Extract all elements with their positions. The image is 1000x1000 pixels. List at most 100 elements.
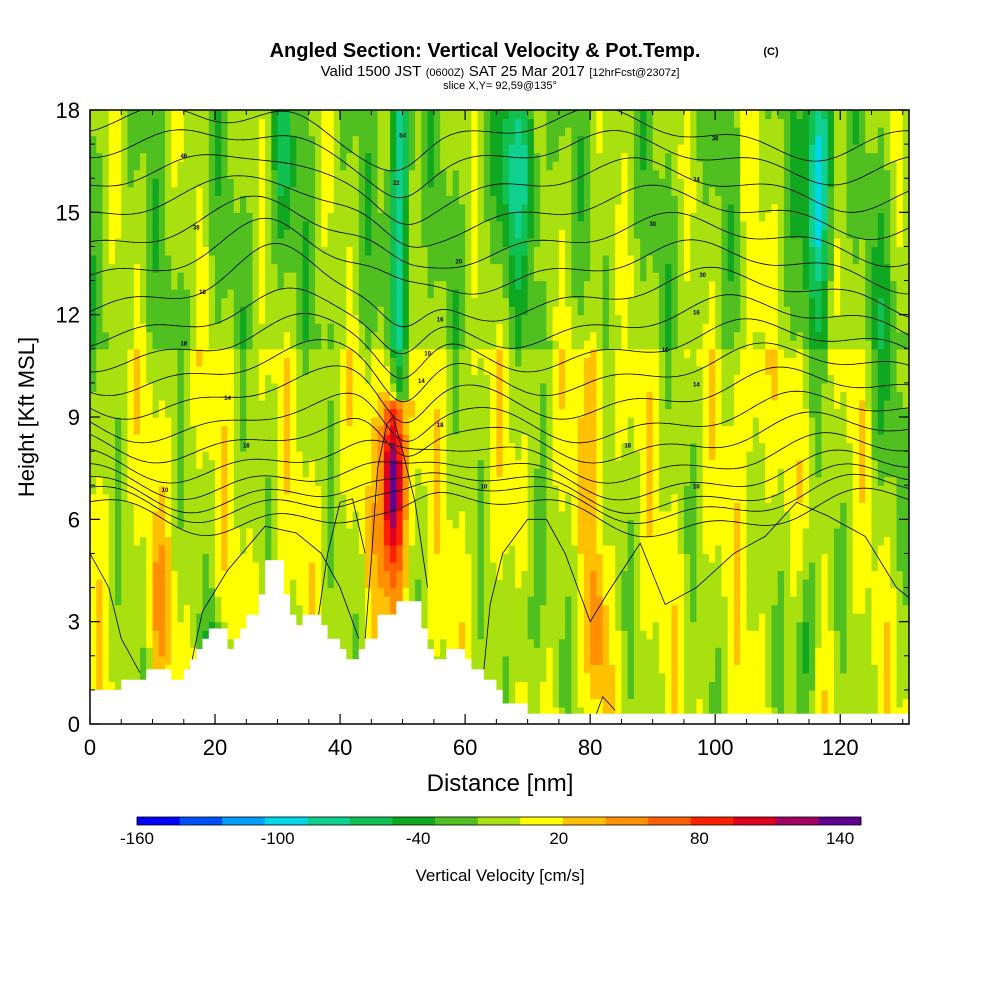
- field-cell: [265, 135, 272, 145]
- field-cell: [427, 212, 435, 222]
- field-cell: [265, 297, 272, 307]
- field-cell: [240, 519, 247, 529]
- field-cell: [252, 510, 260, 520]
- field-cell: [165, 621, 172, 631]
- field-cell: [346, 374, 354, 384]
- field-cell: [483, 664, 491, 674]
- field-cell: [96, 638, 104, 648]
- field-cell: [333, 289, 341, 299]
- field-cell: [421, 459, 429, 469]
- field-cell: [290, 374, 297, 384]
- field-cell: [371, 178, 379, 188]
- field-cell: [471, 399, 479, 410]
- field-cell: [227, 186, 235, 196]
- field-cell: [177, 374, 185, 384]
- field-cell: [502, 340, 510, 350]
- field-cell: [471, 630, 479, 640]
- field-cell: [233, 323, 241, 333]
- field-cell: [415, 459, 422, 469]
- field-cell: [258, 280, 266, 290]
- field-cell: [96, 417, 104, 427]
- field-cell: [396, 536, 404, 546]
- field-cell: [96, 357, 104, 367]
- field-cell: [190, 280, 197, 290]
- field-cell: [421, 186, 429, 196]
- field-cell: [277, 280, 285, 290]
- field-cell: [365, 579, 372, 589]
- field-cell: [327, 553, 335, 563]
- field-cell: [415, 272, 422, 282]
- field-cell: [396, 502, 404, 512]
- field-cell: [390, 417, 397, 427]
- field-cell: [215, 272, 222, 282]
- field-cell: [496, 382, 504, 393]
- field-cell: [502, 127, 510, 137]
- field-cell: [271, 434, 279, 444]
- field-cell: [96, 485, 104, 495]
- field-cell: [208, 434, 216, 444]
- field-cell: [465, 442, 472, 452]
- field-cell: [402, 476, 410, 486]
- field-cell: [490, 425, 497, 435]
- field-cell: [171, 391, 179, 401]
- field-cell: [121, 468, 129, 478]
- field-cell: [483, 382, 491, 393]
- field-cell: [202, 374, 210, 384]
- field-cell: [290, 348, 297, 358]
- field-cell: [90, 613, 97, 623]
- field-cell: [90, 485, 97, 495]
- field-cell: [421, 451, 429, 461]
- field-cell: [190, 468, 197, 478]
- field-cell: [202, 289, 210, 299]
- field-cell: [433, 382, 441, 393]
- field-cell: [440, 340, 447, 350]
- field-cell: [246, 212, 254, 222]
- field-cell: [152, 212, 160, 222]
- field-cell: [508, 203, 516, 213]
- field-cell: [165, 220, 172, 230]
- field-cell: [371, 468, 379, 478]
- field-cell: [452, 451, 460, 461]
- field-cell: [196, 570, 204, 580]
- field-cell: [190, 579, 197, 589]
- field-cell: [246, 485, 254, 495]
- field-cell: [433, 493, 441, 503]
- field-cell: [465, 365, 472, 375]
- field-cell: [127, 195, 135, 205]
- field-cell: [477, 630, 485, 640]
- field-cell: [515, 638, 522, 648]
- field-cell: [402, 127, 410, 137]
- field-cell: [152, 135, 160, 145]
- field-cell: [196, 203, 204, 213]
- field-cell: [190, 382, 197, 393]
- field-cell: [265, 152, 272, 162]
- field-cell: [458, 340, 466, 350]
- field-cell: [265, 203, 272, 213]
- field-cell: [396, 152, 404, 162]
- field-cell: [458, 220, 466, 230]
- field-cell: [246, 374, 254, 384]
- field-cell: [421, 544, 429, 555]
- field-cell: [183, 110, 191, 120]
- field-cell: [115, 459, 122, 469]
- field-cell: [421, 237, 429, 248]
- field-cell: [96, 451, 104, 461]
- field-cell: [477, 135, 485, 145]
- field-cell: [115, 314, 122, 324]
- field-cell: [208, 613, 216, 623]
- field-cell: [165, 229, 172, 239]
- field-cell: [308, 229, 316, 239]
- field-cell: [496, 323, 504, 333]
- field-cell: [90, 434, 97, 444]
- field-cell: [108, 144, 116, 154]
- field-cell: [258, 212, 266, 222]
- field-cell: [90, 195, 97, 205]
- field-cell: [177, 587, 185, 597]
- field-cell: [140, 451, 147, 461]
- field-cell: [490, 451, 497, 461]
- field-cell: [340, 237, 347, 248]
- field-cell: [127, 254, 135, 265]
- field-cell: [390, 357, 397, 367]
- field-cell: [171, 340, 179, 350]
- field-cell: [308, 331, 316, 341]
